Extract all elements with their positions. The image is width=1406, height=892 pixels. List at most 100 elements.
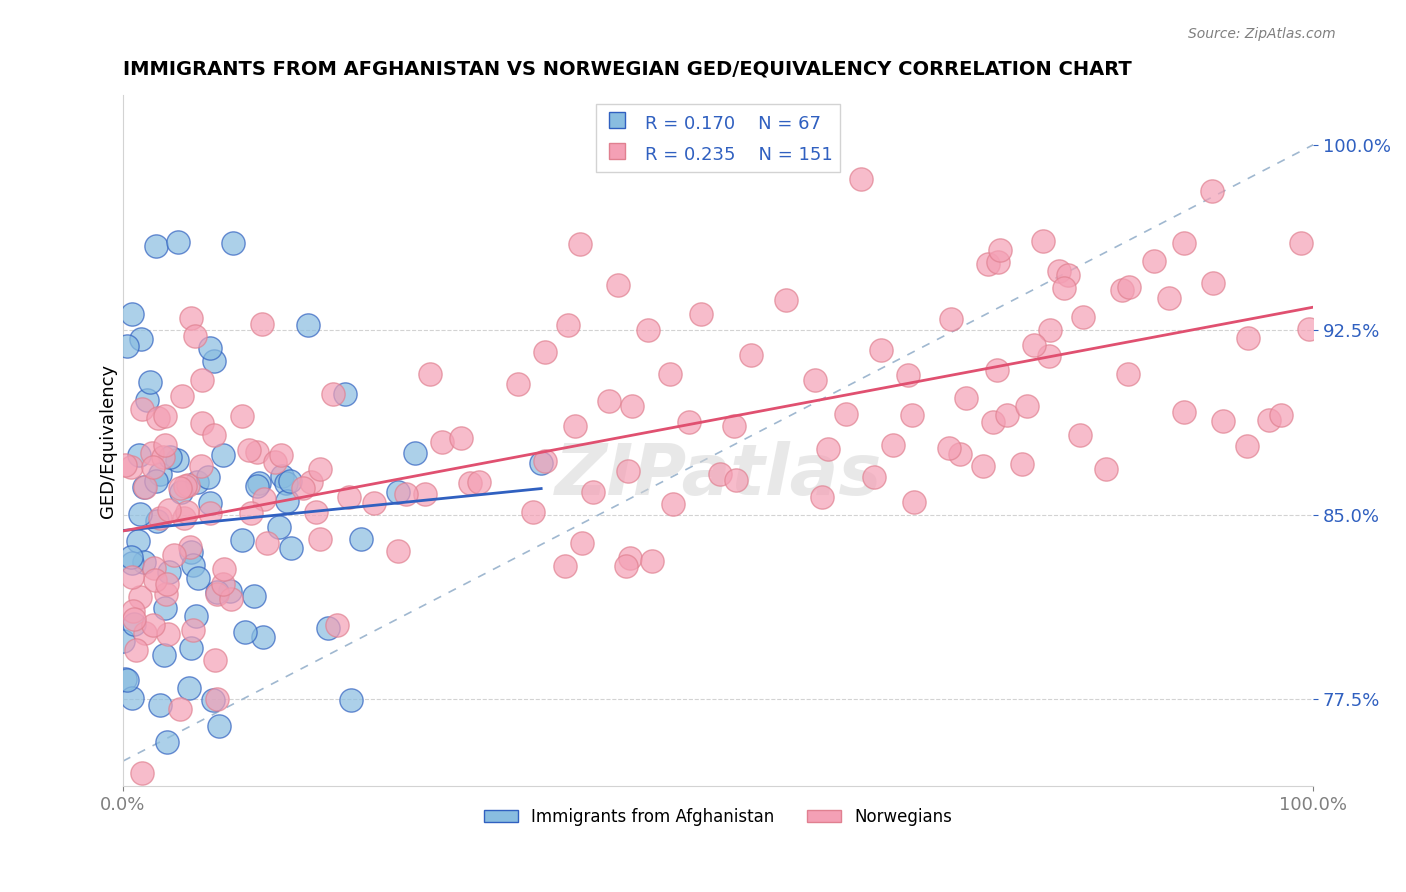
Point — [202, 428, 225, 442]
Point — [219, 592, 242, 607]
Point — [145, 239, 167, 253]
Point — [253, 492, 276, 507]
Point — [152, 450, 174, 464]
Point — [326, 618, 349, 632]
Point — [274, 475, 297, 490]
Point — [271, 469, 294, 483]
Point — [882, 438, 904, 452]
Point — [181, 558, 204, 573]
Point — [240, 507, 263, 521]
Point — [1053, 281, 1076, 295]
Point — [949, 447, 972, 461]
Point — [617, 464, 640, 478]
Point — [146, 514, 169, 528]
Point — [170, 485, 193, 500]
Point — [263, 455, 285, 469]
Point — [212, 448, 235, 462]
Point — [177, 681, 200, 695]
Point — [972, 458, 994, 473]
Point — [184, 608, 207, 623]
Point — [1173, 405, 1195, 419]
Point — [432, 435, 454, 450]
Point — [121, 307, 143, 321]
Point — [977, 257, 1000, 271]
Point — [1039, 323, 1062, 337]
Point — [986, 363, 1008, 377]
Point — [207, 718, 229, 732]
Point — [134, 479, 156, 493]
Point — [305, 505, 328, 519]
Point — [939, 311, 962, 326]
Legend: Immigrants from Afghanistan, Norwegians: Immigrants from Afghanistan, Norwegians — [478, 801, 959, 832]
Point — [231, 409, 253, 424]
Point — [508, 376, 530, 391]
Point — [413, 487, 436, 501]
Point — [662, 497, 685, 511]
Point — [291, 481, 314, 495]
Point — [186, 475, 208, 489]
Point — [1047, 264, 1070, 278]
Point — [153, 600, 176, 615]
Point — [117, 673, 139, 687]
Point — [157, 627, 180, 641]
Point — [564, 419, 586, 434]
Point — [530, 456, 553, 470]
Point — [132, 480, 155, 494]
Point — [333, 387, 356, 401]
Point — [125, 643, 148, 657]
Point — [153, 438, 176, 452]
Point — [460, 476, 482, 491]
Point — [270, 448, 292, 462]
Point — [869, 343, 891, 357]
Point — [180, 310, 202, 325]
Point — [180, 641, 202, 656]
Point — [637, 323, 659, 337]
Point — [180, 544, 202, 558]
Point — [468, 475, 491, 489]
Point — [120, 460, 142, 475]
Point — [156, 735, 179, 749]
Point — [276, 493, 298, 508]
Point — [607, 277, 630, 292]
Point — [337, 490, 360, 504]
Point — [1071, 310, 1094, 324]
Point — [156, 577, 179, 591]
Point — [395, 487, 418, 501]
Point — [709, 467, 731, 481]
Point — [1118, 367, 1140, 381]
Point — [678, 415, 700, 429]
Point — [740, 348, 762, 362]
Point — [534, 454, 557, 468]
Point — [621, 399, 644, 413]
Point — [299, 475, 322, 489]
Point — [1212, 414, 1234, 428]
Point — [316, 621, 339, 635]
Point — [132, 555, 155, 569]
Point — [308, 533, 330, 547]
Point — [127, 533, 149, 548]
Point — [205, 587, 228, 601]
Point — [190, 459, 212, 474]
Point — [124, 612, 146, 626]
Point — [804, 373, 827, 387]
Point — [340, 692, 363, 706]
Point — [191, 416, 214, 430]
Point — [1270, 409, 1292, 423]
Point — [121, 556, 143, 570]
Point — [363, 495, 385, 509]
Point — [187, 571, 209, 585]
Point — [246, 444, 269, 458]
Point — [202, 693, 225, 707]
Point — [205, 585, 228, 599]
Point — [811, 490, 834, 504]
Point — [1143, 253, 1166, 268]
Point — [250, 317, 273, 331]
Point — [243, 589, 266, 603]
Point — [450, 431, 472, 445]
Point — [212, 577, 235, 591]
Point — [204, 354, 226, 368]
Point — [169, 481, 191, 495]
Point — [278, 474, 301, 488]
Point — [404, 446, 426, 460]
Point — [191, 373, 214, 387]
